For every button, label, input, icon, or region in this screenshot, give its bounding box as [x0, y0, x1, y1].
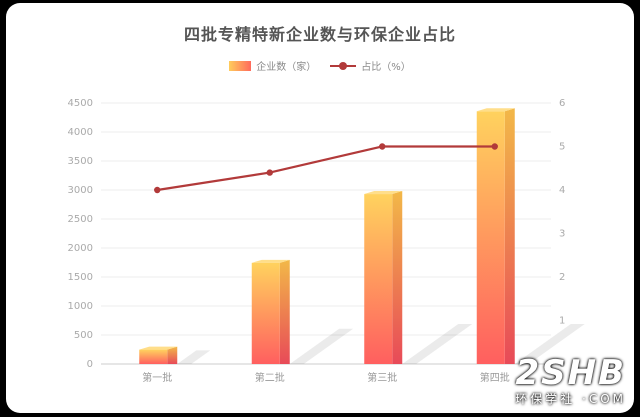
bar	[251, 262, 280, 364]
bar-shadow	[402, 324, 473, 364]
legend-line-label: 占比（%）	[361, 62, 411, 73]
y-right-tick-label: 4	[559, 185, 565, 196]
chart-plot: 0 500 1000 1500 2000 2500 3000 3500 4000 4500 0 1 2 3…	[68, 98, 585, 384]
y-left-tick-label: 0	[87, 359, 93, 370]
y-right-tick-label: 0	[559, 359, 565, 370]
bar	[139, 349, 168, 364]
y-left-tick-label: 4500	[68, 98, 93, 109]
y-left-tick-label: 2000	[68, 243, 93, 254]
series-line	[157, 145, 495, 192]
bar-side	[279, 259, 290, 364]
line-point	[266, 169, 273, 176]
x-tick-label: 第一批	[142, 371, 172, 384]
y-right-tick-label: 2	[559, 272, 565, 283]
legend-bar-label: 企业数（家）	[256, 62, 317, 73]
bar-top	[476, 108, 515, 112]
x-tick-label: 第二批	[255, 371, 285, 384]
watermark: 2SHB 环保学社 ·COM	[515, 356, 626, 407]
legend-bar-swatch	[229, 60, 252, 71]
y-right-tick-label: 6	[559, 98, 565, 109]
bar-shadow	[289, 328, 354, 364]
x-tick-label: 第四批	[480, 371, 510, 384]
y-left-tick-label: 1500	[68, 272, 93, 283]
chart-title: 四批专精特新企业数与环保企业占比	[183, 25, 456, 44]
bar-shadow	[177, 350, 211, 364]
chart-frame: 四批专精特新企业数与环保企业占比 企业数（家） 占比（%） 0 500 1000 15…	[6, 3, 634, 413]
legend: 企业数（家） 占比（%）	[6, 58, 634, 73]
line-point	[154, 186, 161, 194]
bar-shadow	[514, 324, 585, 364]
bar-side	[392, 191, 403, 364]
bar	[476, 111, 505, 364]
y-right-tick-label: 1	[559, 316, 565, 327]
watermark-text: 环保学社 ·COM	[515, 392, 626, 406]
y-left-tick-label: 1000	[68, 301, 93, 312]
legend-line-swatch	[330, 61, 357, 71]
y-left-tick-label: 500	[74, 330, 93, 341]
bar	[364, 194, 393, 364]
bar-side	[167, 346, 178, 364]
y-left-tick-label: 3000	[68, 185, 93, 196]
legend-item-bar[interactable]: 企业数（家）	[229, 58, 316, 73]
watermark-logo: 2SHB	[515, 353, 626, 393]
line-point	[379, 143, 386, 150]
line-point	[491, 143, 498, 150]
bar-top	[139, 346, 178, 350]
y-left-tick-label: 3500	[68, 156, 93, 167]
bar-top	[364, 191, 403, 195]
x-tick-label: 第三批	[367, 371, 397, 384]
y-left-tick-label: 2500	[68, 214, 93, 225]
bar-top	[251, 259, 290, 263]
y-right-tick-label: 3	[559, 229, 565, 240]
bar-side	[504, 108, 515, 364]
legend-item-line[interactable]: 占比（%）	[330, 58, 411, 73]
y-left-tick-label: 4000	[68, 127, 93, 138]
y-right-tick-label: 5	[559, 142, 565, 153]
